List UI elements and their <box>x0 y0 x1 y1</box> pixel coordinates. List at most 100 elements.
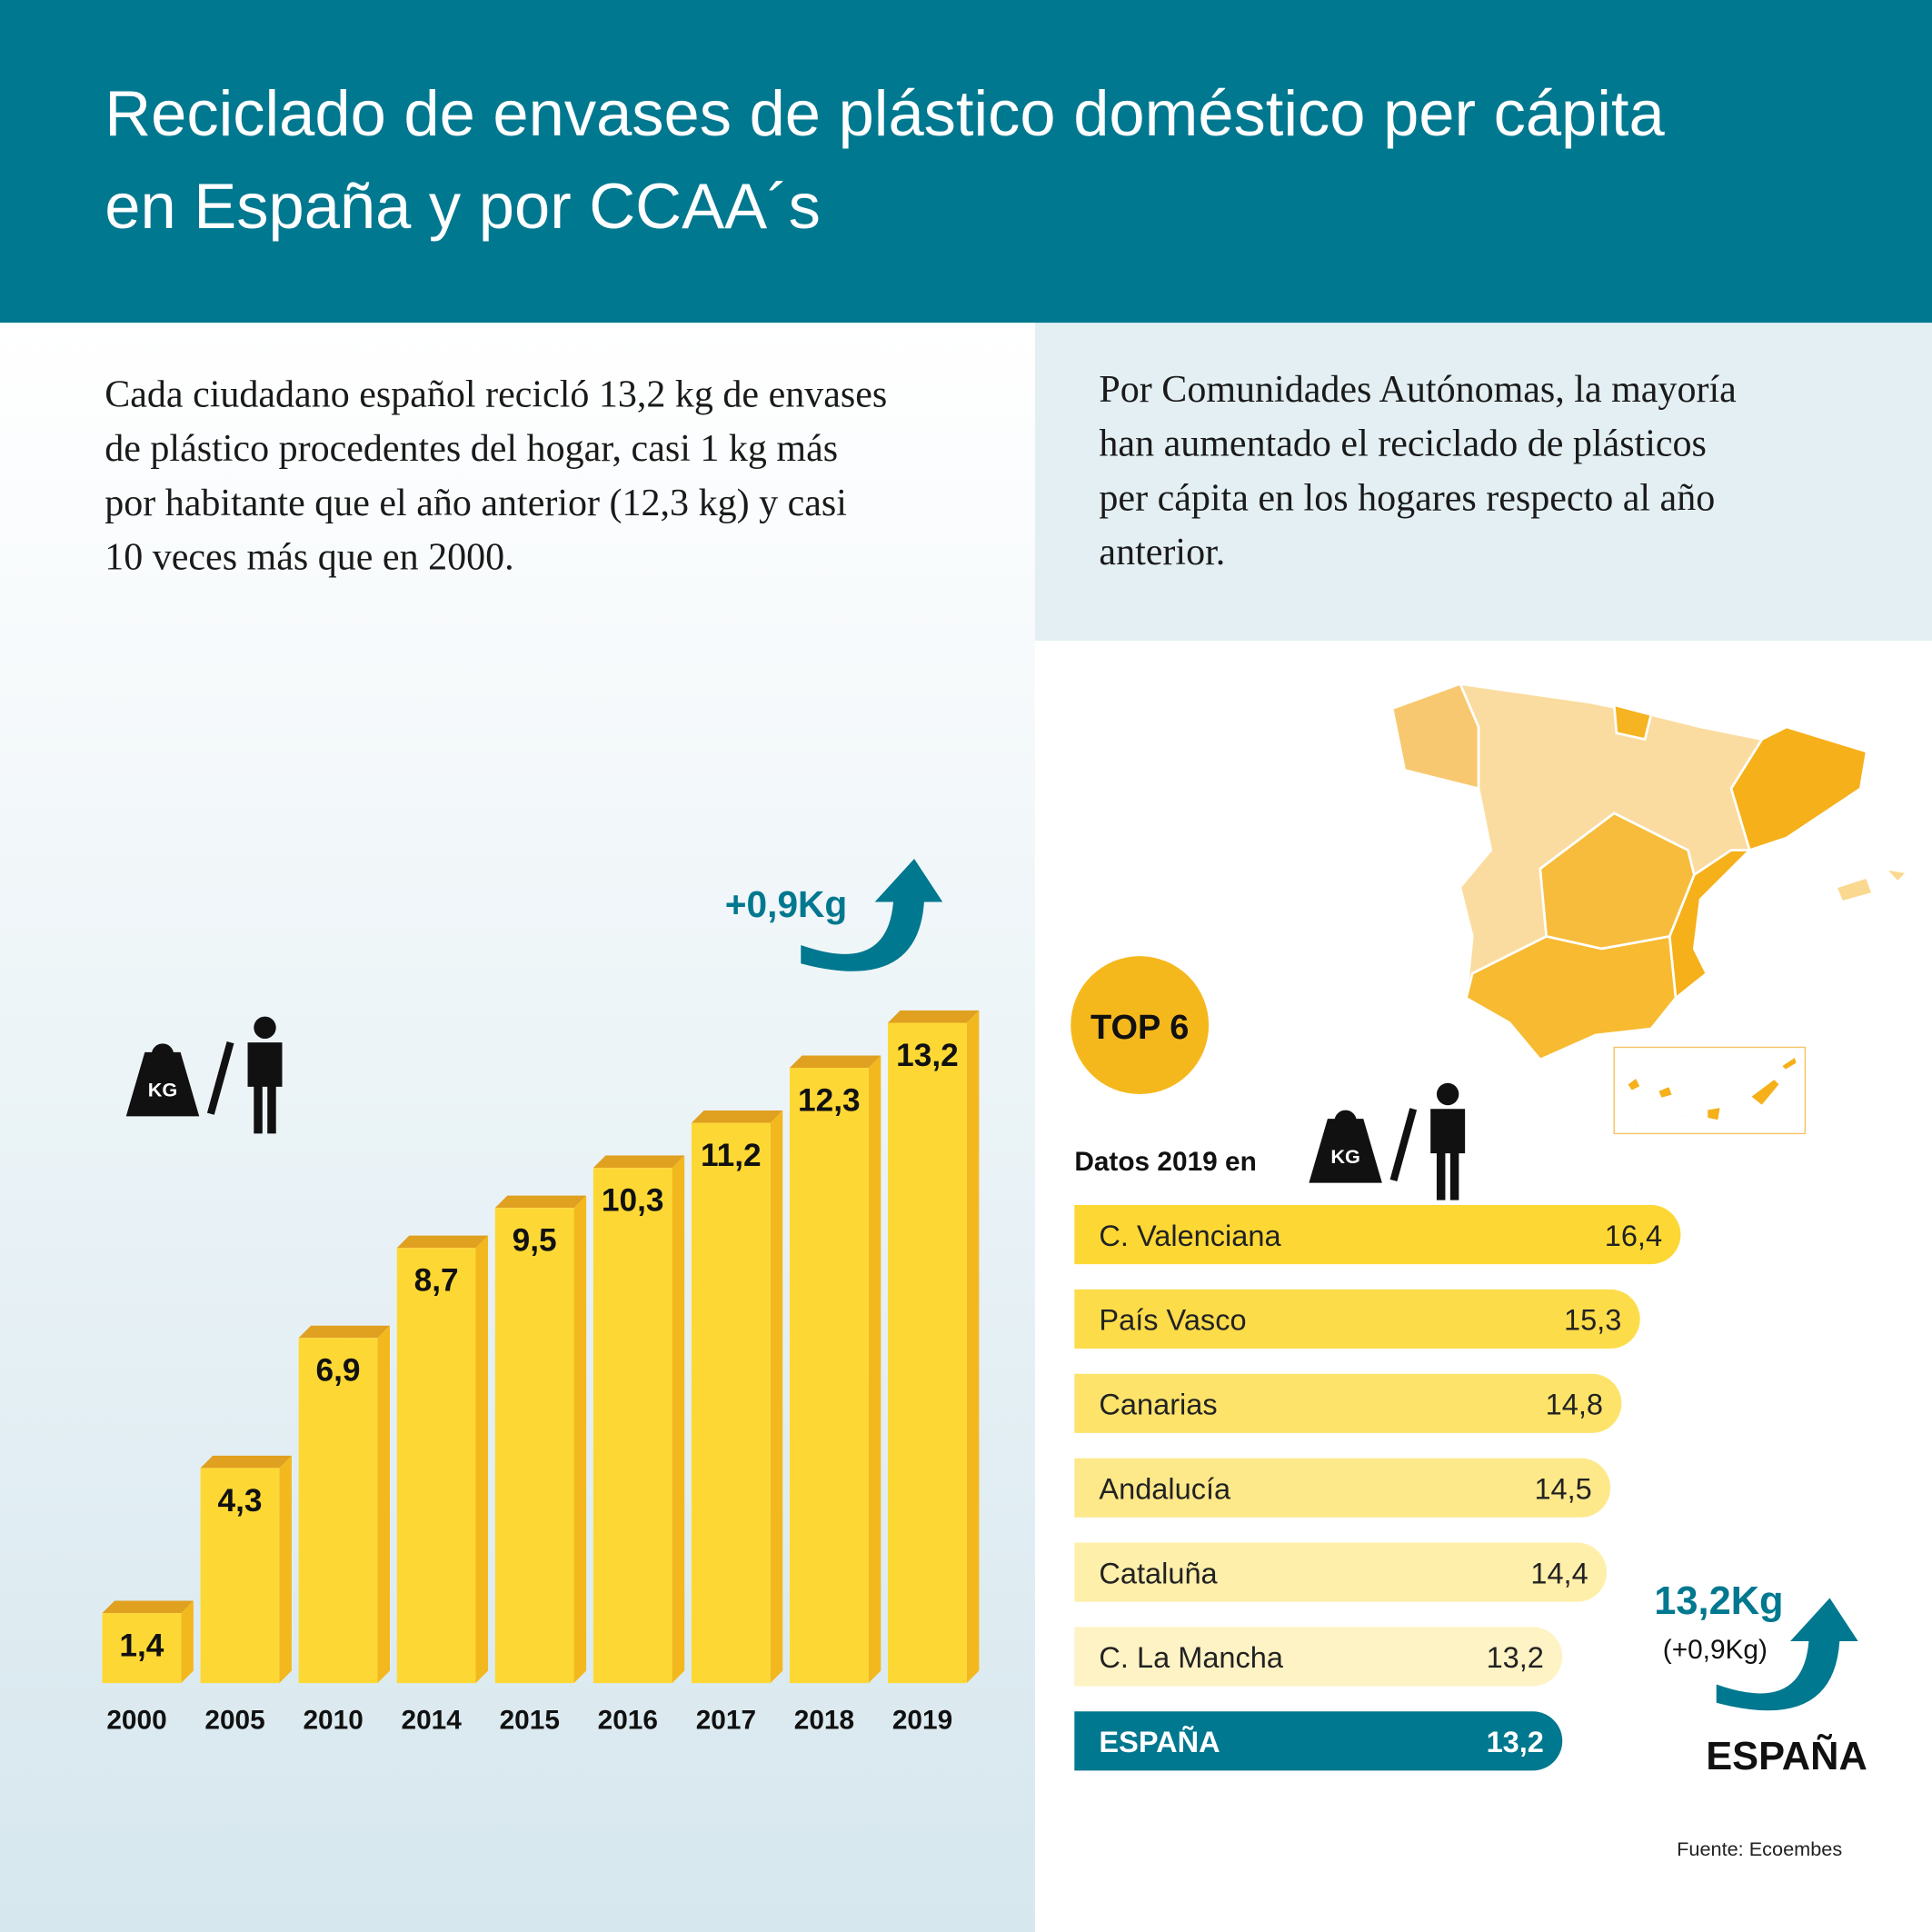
bar-top <box>888 1010 980 1023</box>
x-tick-label: 2018 <box>794 1705 854 1735</box>
value-label: 13,2 <box>1487 1641 1544 1674</box>
bar <box>298 1338 378 1684</box>
top-badge <box>1071 956 1210 1095</box>
title-line: en España y por CCAA´s <box>105 170 821 242</box>
value-label: 14,4 <box>1530 1557 1588 1589</box>
bar <box>1074 1458 1611 1518</box>
bar-top <box>102 1600 194 1614</box>
x-tick-label: 2010 <box>303 1705 363 1735</box>
weight-icon <box>1309 1110 1382 1183</box>
intro-line: han aumentado el reciclado de plásticos <box>1099 423 1706 465</box>
value-label: 6,9 <box>316 1353 361 1389</box>
bar <box>1074 1205 1681 1265</box>
slash <box>206 1041 234 1115</box>
category-label: C. Valenciana <box>1099 1220 1281 1252</box>
intro-line: per cápita en los hogares respecto al añ… <box>1099 477 1715 519</box>
bar-top <box>494 1195 587 1209</box>
category-label: C. La Mancha <box>1099 1641 1283 1674</box>
up-arrow <box>801 859 943 971</box>
intro-line: por habitante que el año anterior (12,3 … <box>105 483 847 524</box>
bar-side <box>966 1010 980 1684</box>
bar <box>396 1248 476 1684</box>
person-head <box>1436 1082 1459 1106</box>
x-tick-label: 2017 <box>696 1705 756 1735</box>
annotation-label: ESPAÑA <box>1706 1735 1867 1778</box>
x-tick-label: 2016 <box>598 1705 658 1735</box>
weight-icon <box>125 1043 200 1117</box>
annotation-change: (+0,9Kg) <box>1663 1635 1768 1665</box>
bar <box>691 1122 771 1684</box>
value-label: 11,2 <box>701 1138 762 1173</box>
bar <box>1074 1627 1563 1687</box>
bar <box>494 1208 574 1684</box>
bar <box>888 1022 967 1684</box>
source: Fuente: Ecoembes <box>1677 1837 1842 1860</box>
bar-side <box>279 1455 292 1684</box>
person-body <box>1430 1109 1466 1200</box>
up-arrow <box>1716 1598 1858 1711</box>
value-label: 16,4 <box>1605 1220 1662 1252</box>
bar <box>789 1068 869 1684</box>
category-label: País Vasco <box>1099 1304 1246 1337</box>
value-label: 12,3 <box>798 1082 861 1118</box>
value-label: 14,5 <box>1534 1472 1591 1505</box>
x-tick-label: 2005 <box>204 1705 264 1735</box>
x-tick-label: 2015 <box>500 1705 560 1735</box>
bar <box>1074 1711 1563 1771</box>
person-body <box>247 1042 283 1134</box>
bar-top <box>593 1155 685 1169</box>
intro-line: anterior. <box>1099 532 1225 573</box>
bar-top <box>396 1235 489 1249</box>
weight-icon-label: KG <box>1330 1145 1360 1168</box>
bar-top <box>789 1055 881 1069</box>
value-label: 14,8 <box>1546 1389 1603 1421</box>
bar-top <box>200 1455 292 1469</box>
badge-label: TOP 6 <box>1090 1009 1189 1047</box>
change-annotation: +0,9Kg <box>725 883 847 925</box>
title-line: Reciclado de envases de plástico domésti… <box>105 77 1665 149</box>
value-label: 9,5 <box>513 1223 557 1259</box>
bar-side <box>672 1155 685 1684</box>
bar <box>1074 1542 1608 1602</box>
bar <box>102 1613 182 1684</box>
header-band <box>0 0 1932 324</box>
bar-side <box>377 1325 390 1684</box>
bar <box>593 1168 672 1684</box>
value-label: 10,3 <box>602 1183 664 1219</box>
bar <box>200 1468 280 1684</box>
category-label: ESPAÑA <box>1099 1725 1220 1758</box>
bar <box>1074 1289 1640 1349</box>
person-head <box>254 1016 276 1039</box>
intro-line: 10 veces más que en 2000. <box>105 536 513 578</box>
value-label: 15,3 <box>1564 1304 1621 1337</box>
right-intro-panel <box>1034 323 1932 642</box>
bar-top <box>298 1325 390 1339</box>
intro-line: Por Comunidades Autónomas, la mayoría <box>1099 369 1737 411</box>
bar-side <box>475 1235 489 1684</box>
category-label: Cataluña <box>1099 1557 1218 1589</box>
subtitle: Datos 2019 en <box>1074 1147 1257 1177</box>
value-label: 8,7 <box>414 1263 459 1299</box>
x-tick-label: 2000 <box>106 1705 166 1735</box>
bar <box>1074 1373 1622 1433</box>
spain-map <box>1390 682 1910 1135</box>
slash <box>1389 1108 1418 1182</box>
value-label: 13,2 <box>1487 1726 1544 1758</box>
value-label: 4,3 <box>217 1483 262 1519</box>
x-tick-label: 2019 <box>892 1705 952 1735</box>
bar-side <box>868 1055 881 1684</box>
category-label: Andalucía <box>1099 1472 1231 1505</box>
intro-line: de plástico procedentes del hogar, casi … <box>105 428 838 470</box>
intro-line: Cada ciudadano español recicló 13,2 kg d… <box>105 373 887 415</box>
bar-side <box>770 1110 783 1684</box>
weight-icon-label: KG <box>148 1079 178 1101</box>
annotation-value: 13,2Kg <box>1654 1579 1783 1623</box>
category-label: Canarias <box>1099 1389 1217 1421</box>
bar-side <box>181 1600 194 1684</box>
bar-top <box>691 1110 783 1123</box>
value-label: 13,2 <box>896 1038 959 1073</box>
value-label: 1,4 <box>119 1628 164 1664</box>
bar-side <box>573 1195 587 1684</box>
